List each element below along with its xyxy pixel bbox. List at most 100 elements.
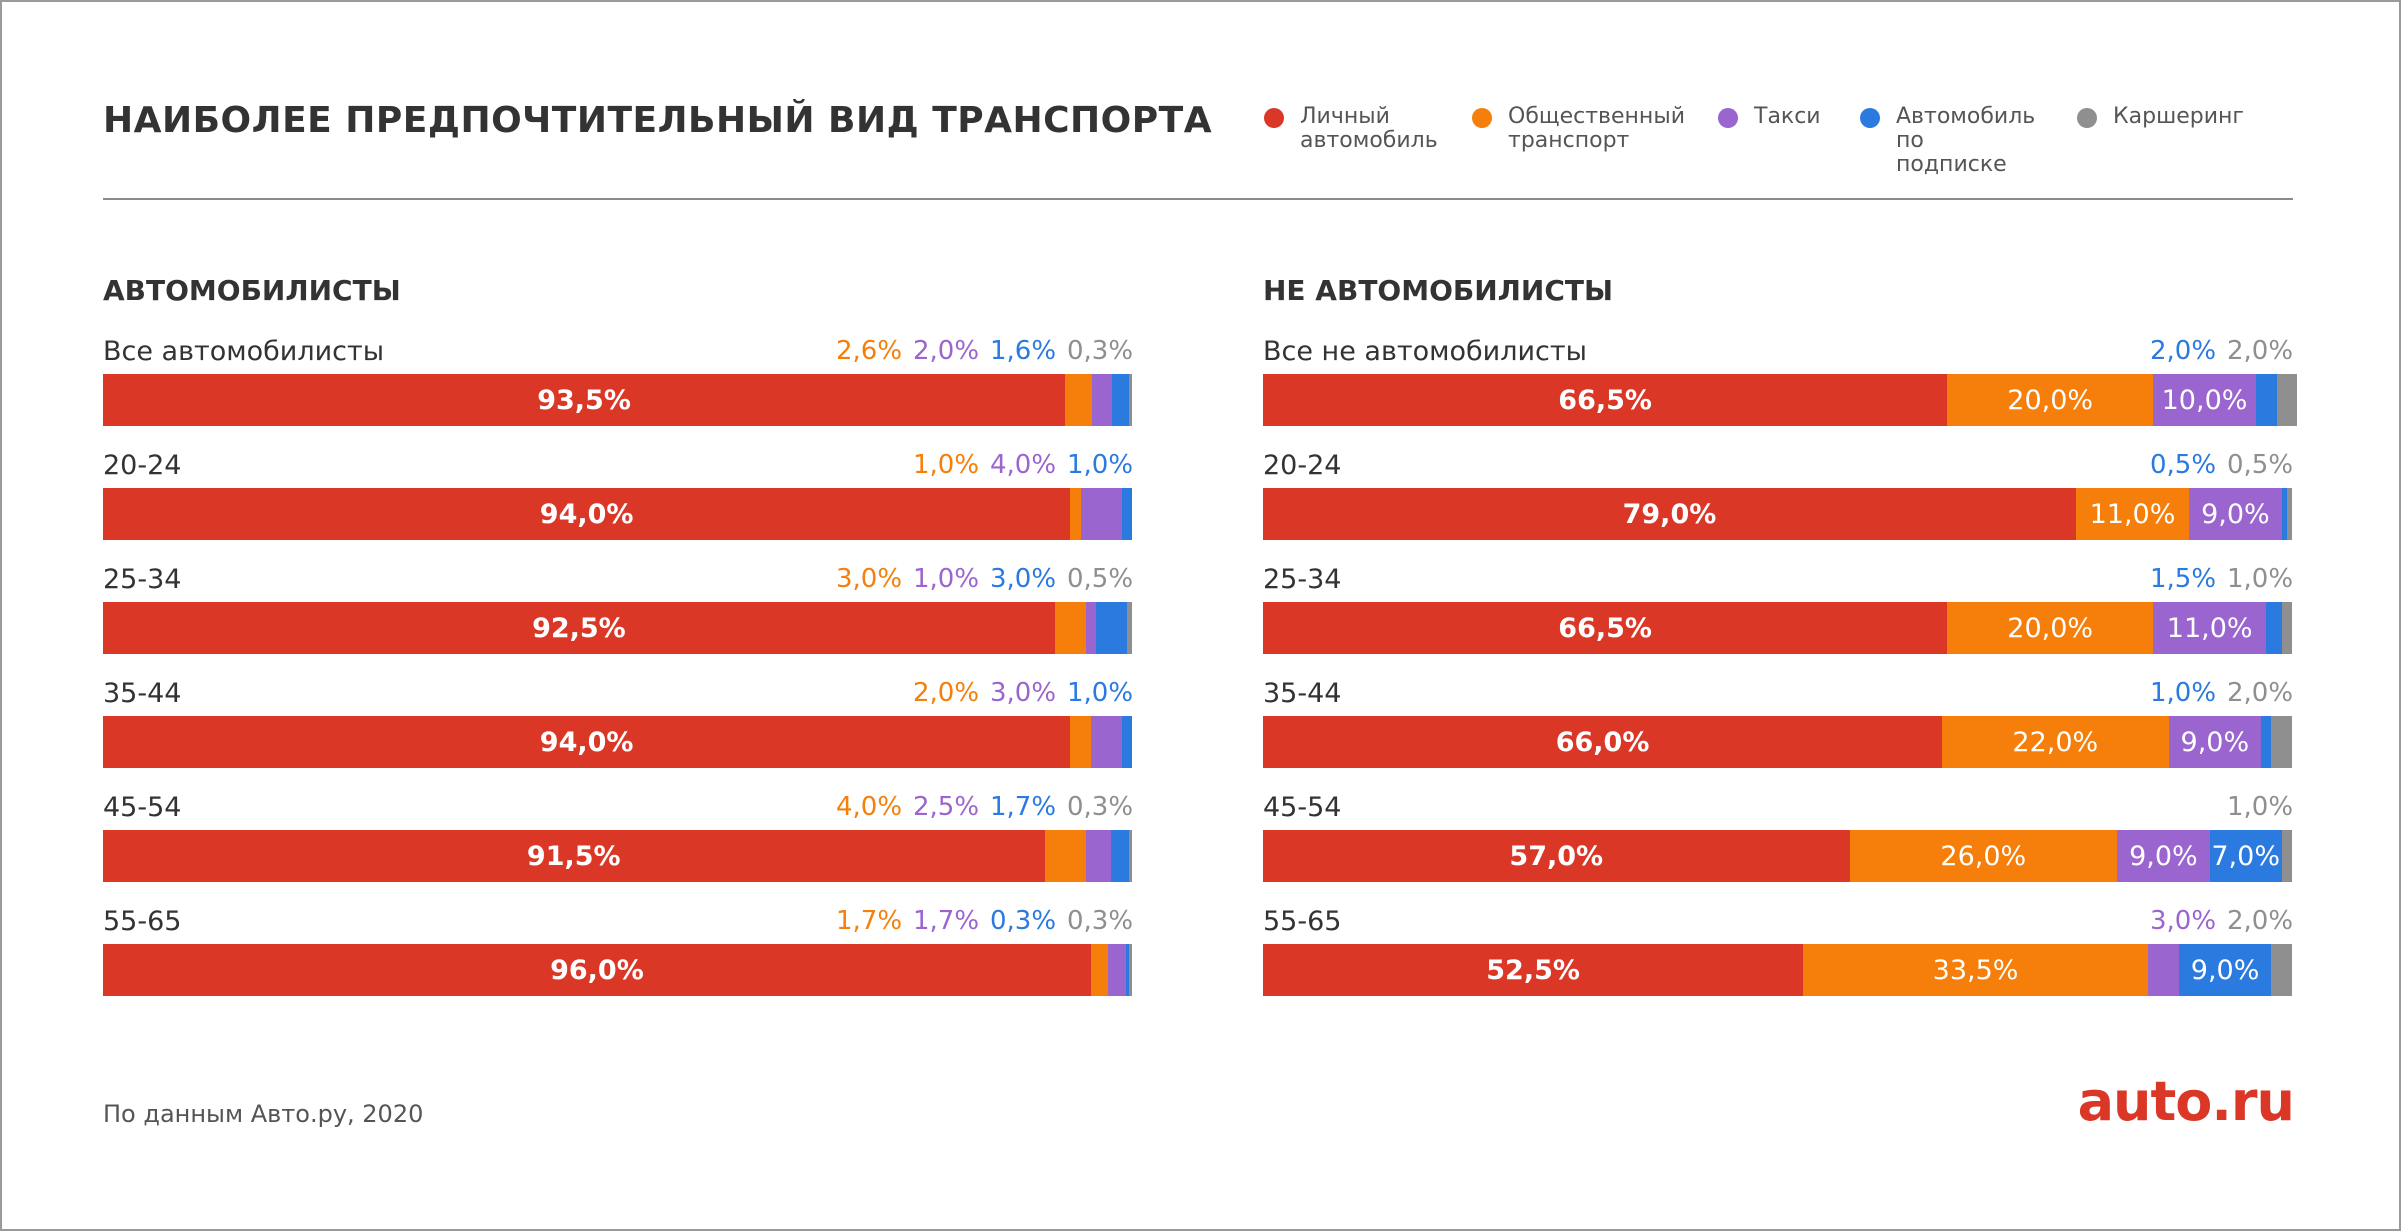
data-label: 94,0%: [539, 498, 634, 530]
bar-segment: [1128, 944, 1132, 996]
bar-segment: [2271, 944, 2292, 996]
data-label: 20,0%: [2007, 612, 2094, 644]
data-label: 0,3%: [1066, 336, 1134, 366]
stacked-bar: 96,0%: [103, 944, 1132, 996]
legend-item: Автомобиль по подписке: [1860, 105, 2035, 177]
data-label: 11,0%: [2166, 612, 2253, 644]
data-label: 3,0%: [989, 564, 1057, 594]
stacked-bar: 66,5% 20,0% 10,0%: [1263, 374, 2298, 426]
bar-segment: 57,0%: [1263, 830, 1850, 882]
legend-swatch: [1718, 108, 1738, 128]
bar-segment: 22,0%: [1942, 716, 2169, 768]
data-label: 0,3%: [1066, 906, 1134, 936]
data-label: 3,0%: [2149, 906, 2217, 936]
bar-segment: [1121, 716, 1132, 768]
data-label: 9,0%: [2129, 840, 2198, 872]
data-label: 0,5%: [1066, 564, 1134, 594]
data-label: 3,0%: [989, 678, 1057, 708]
data-label: 9,0%: [2190, 954, 2260, 986]
bar-segment: 9,0%: [2168, 716, 2262, 768]
bar-segment: 66,5%: [1263, 602, 1948, 654]
bar-segment: 94,0%: [103, 488, 1071, 540]
data-label: 1,0%: [2226, 792, 2294, 822]
bar-segment: 94,0%: [103, 716, 1071, 768]
data-label: 1,0%: [912, 450, 980, 480]
data-label: 2,0%: [912, 678, 980, 708]
data-label: 7,0%: [2211, 840, 2280, 872]
data-label: 66,0%: [1555, 726, 1650, 758]
data-label: 10,0%: [2161, 384, 2248, 416]
bar-segment: [2281, 488, 2287, 540]
legend-swatch: [1264, 108, 1284, 128]
bar-segment: 9,0%: [2189, 488, 2282, 540]
bar-segment: 92,5%: [103, 602, 1055, 654]
stacked-bar: 93,5%: [103, 374, 1132, 426]
bar-segment: [2281, 602, 2292, 654]
data-label: 1,5%: [2149, 564, 2217, 594]
legend-label: Общественный транспорт: [1508, 104, 1685, 153]
data-label: 4,0%: [835, 792, 903, 822]
bar-segment: 20,0%: [1947, 602, 2154, 654]
category-label: 20-24: [103, 450, 182, 481]
data-label: 2,0%: [2226, 906, 2294, 936]
data-label: 0,3%: [1066, 792, 1134, 822]
data-label: 11,0%: [2089, 498, 2176, 530]
bar-segment: 93,5%: [103, 374, 1066, 426]
bar-segment: 91,5%: [103, 830, 1045, 882]
bar-segment: [1108, 944, 1126, 996]
bar-segment: 52,5%: [1263, 944, 1804, 996]
bar-segment: [2281, 830, 2292, 882]
category-label: 35-44: [103, 678, 182, 709]
stacked-bar: 92,5%: [103, 602, 1132, 654]
bar-segment: [1121, 488, 1132, 540]
chart-title: НАИБОЛЕЕ ПРЕДПОЧТИТЕЛЬНЫЙ ВИД ТРАНСПОРТА: [103, 100, 1213, 141]
category-label: Все не автомобилисты: [1263, 336, 1587, 367]
stacked-bar: 91,5%: [103, 830, 1132, 882]
bar-segment: [1095, 602, 1127, 654]
bar-segment: 7,0%: [2209, 830, 2282, 882]
bar-segment: [1090, 944, 1109, 996]
category-label: 45-54: [103, 792, 182, 823]
data-label: 20,0%: [2007, 384, 2094, 416]
stacked-bar: 94,0%: [103, 488, 1132, 540]
bar-segment: [1128, 830, 1132, 882]
data-label: 1,0%: [2149, 678, 2217, 708]
data-label: 9,0%: [2180, 726, 2250, 758]
category-label: Все автомобилисты: [103, 336, 385, 367]
bar-segment: [1111, 830, 1129, 882]
bar-segment: 10,0%: [2153, 374, 2256, 426]
stacked-bar: 94,0%: [103, 716, 1132, 768]
bar-segment: [1080, 488, 1122, 540]
data-label: 4,0%: [989, 450, 1057, 480]
legend-item: Общественный транспорт: [1472, 105, 1685, 153]
bar-segment: [1091, 374, 1113, 426]
bar-segment: [2266, 602, 2282, 654]
bar-segment: [1070, 716, 1091, 768]
data-label: 1,0%: [1066, 450, 1134, 480]
data-label: 1,7%: [912, 906, 980, 936]
legend-swatch: [1860, 108, 1880, 128]
bar-segment: [1054, 602, 1086, 654]
data-label: 2,6%: [835, 336, 903, 366]
bar-segment: 33,5%: [1803, 944, 2148, 996]
section-title: АВТОМОБИЛИСТЫ: [103, 274, 401, 307]
bar-segment: 9,0%: [2178, 944, 2272, 996]
data-label: 57,0%: [1509, 840, 1604, 872]
bar-segment: 26,0%: [1849, 830, 2118, 882]
bar-segment: [1085, 830, 1112, 882]
category-label: 55-65: [1263, 906, 1342, 937]
bar-segment: [1070, 488, 1081, 540]
bar-segment: [2261, 716, 2272, 768]
data-label: 91,5%: [526, 840, 621, 872]
data-label: 1,0%: [1066, 678, 1134, 708]
data-label: 2,0%: [2149, 336, 2217, 366]
bar-segment: [2271, 716, 2292, 768]
title-divider: [103, 198, 2293, 200]
stacked-bar: 66,0% 22,0% 9,0%: [1263, 716, 2292, 768]
data-label: 22,0%: [2012, 726, 2099, 758]
data-label: 9,0%: [2201, 498, 2270, 530]
data-label: 0,5%: [2149, 450, 2217, 480]
category-label: 55-65: [103, 906, 182, 937]
auto-ru-logo: auto.ru: [2077, 1070, 2295, 1133]
